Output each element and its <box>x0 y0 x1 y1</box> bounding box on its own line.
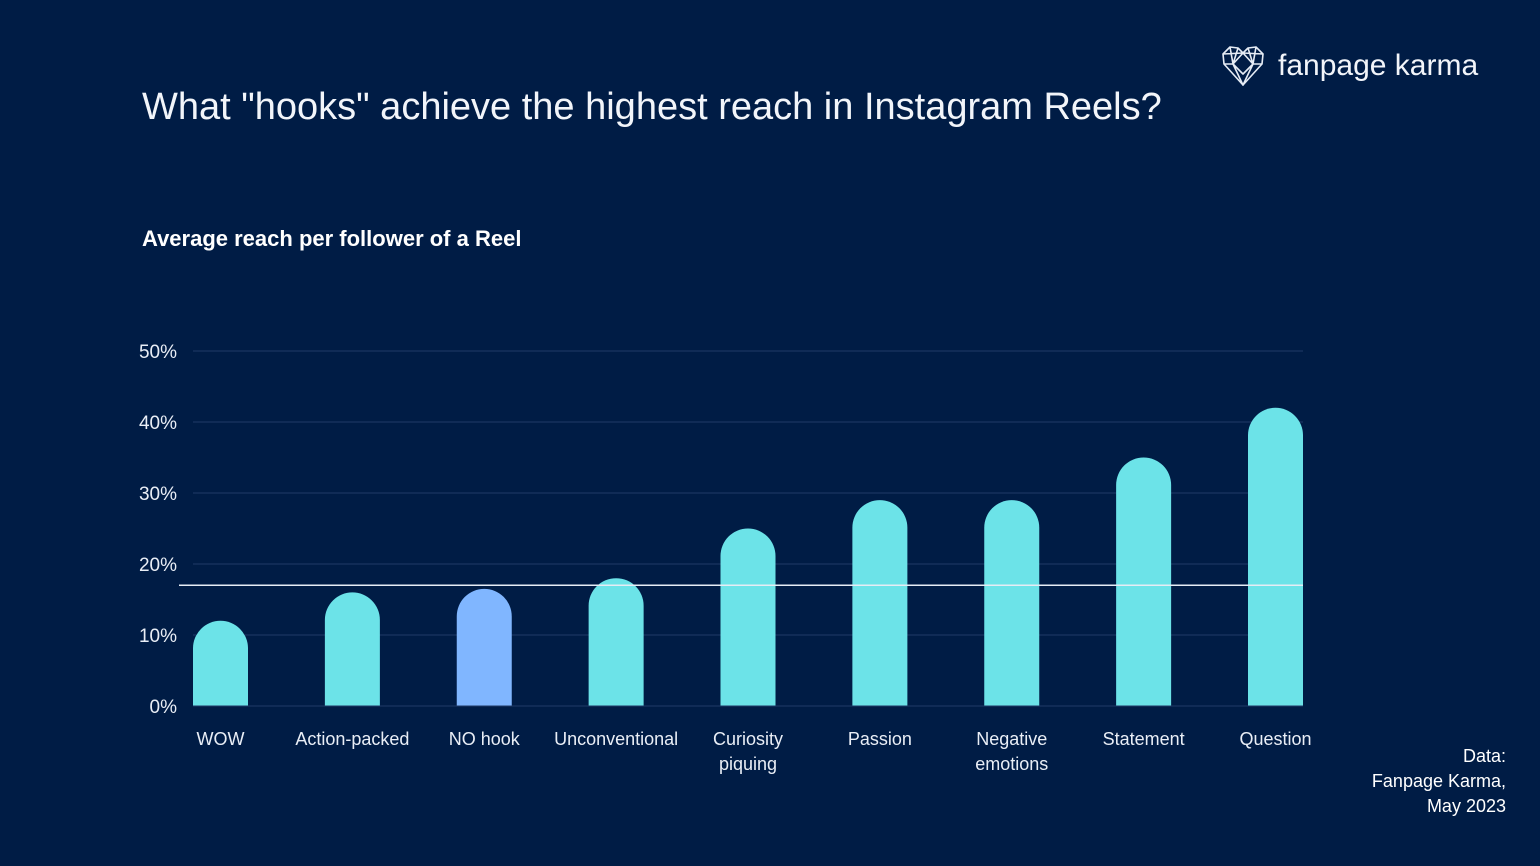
y-tick-label: 40% <box>139 413 177 434</box>
x-tick-label: WOW <box>197 729 245 749</box>
y-tick-label: 50% <box>139 342 177 363</box>
bar <box>1248 407 1303 706</box>
chart-subtitle: Average reach per follower of a Reel <box>142 226 522 251</box>
x-tick-label: emotions <box>975 754 1048 774</box>
x-tick-label: Negative <box>976 729 1047 749</box>
bar <box>193 620 248 706</box>
page-title: What "hooks" achieve the highest reach i… <box>142 86 1162 128</box>
bar <box>1116 457 1172 706</box>
source-line: Fanpage Karma, <box>1371 771 1506 791</box>
x-tick-label: Question <box>1239 729 1311 749</box>
bar <box>720 528 776 706</box>
data-source: Data: Fanpage Karma, May 2023 <box>1372 744 1506 819</box>
x-tick-label: Passion <box>848 729 912 749</box>
brand-name: fanpage karma <box>1278 49 1479 82</box>
bar <box>588 578 644 706</box>
bar <box>324 592 380 706</box>
x-tick-label: Statement <box>1103 729 1185 749</box>
x-tick-label: piquing <box>719 754 777 774</box>
y-tick-label: 30% <box>139 484 177 505</box>
bar <box>984 500 1040 706</box>
x-tick-label: Action-packed <box>295 729 409 749</box>
y-tick-label: 20% <box>139 555 177 576</box>
x-tick-label: Curiosity <box>713 729 783 749</box>
x-tick-label: NO hook <box>449 729 521 749</box>
bar <box>456 588 512 706</box>
source-line: May 2023 <box>1426 796 1506 816</box>
bar <box>852 500 908 706</box>
x-tick-label: Unconventional <box>554 729 678 749</box>
brand: fanpage karma <box>1220 44 1478 88</box>
y-tick-label: 0% <box>150 697 178 718</box>
y-tick-label: 10% <box>139 626 177 647</box>
source-line: Data: <box>1462 746 1506 766</box>
heart-network-icon <box>1222 46 1264 86</box>
